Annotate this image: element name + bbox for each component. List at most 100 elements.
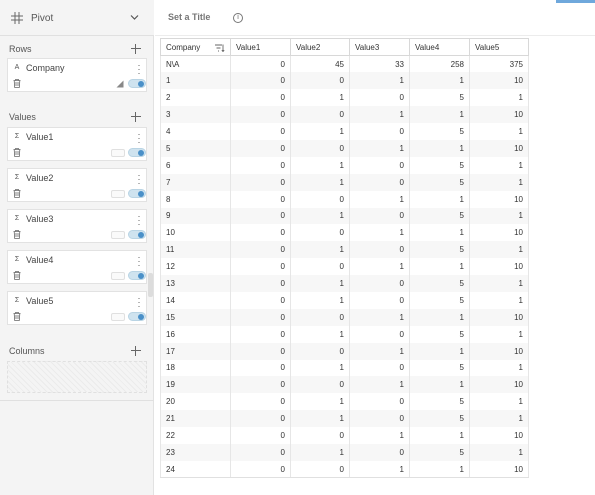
value-cell[interactable]: 0 (349, 207, 410, 225)
panel-resize-handle[interactable] (148, 273, 153, 297)
value-cell[interactable]: 1 (469, 123, 529, 140)
value-cell[interactable]: 0 (230, 393, 291, 411)
value-cell[interactable]: 1 (349, 139, 410, 157)
value-cell[interactable]: 0 (230, 376, 291, 394)
value-cell[interactable]: 5 (409, 325, 470, 343)
value-cell[interactable]: 0 (290, 106, 350, 124)
value-cell[interactable]: 10 (469, 139, 529, 157)
value-cell[interactable]: 0 (290, 139, 350, 157)
value-cell[interactable]: 1 (469, 89, 529, 107)
row-label-cell[interactable]: 13 (160, 275, 231, 292)
value-cell[interactable]: 1 (290, 359, 350, 377)
toggle-switch[interactable] (128, 79, 146, 88)
value-cell[interactable]: 1 (469, 207, 529, 225)
add-row-icon[interactable] (131, 44, 141, 54)
row-label-cell[interactable]: 11 (160, 241, 231, 259)
value-cell[interactable]: 1 (290, 89, 350, 107)
row-label-cell[interactable]: 2 (160, 89, 231, 107)
value-cell[interactable]: 0 (230, 241, 291, 259)
value-cell[interactable]: 0 (290, 460, 350, 479)
row-field-company[interactable]: A Company · · · (7, 58, 147, 92)
value-cell[interactable]: 0 (230, 173, 291, 191)
value-cell[interactable]: 5 (409, 393, 470, 411)
value-cell[interactable]: 10 (469, 106, 529, 124)
row-label-cell[interactable]: 12 (160, 258, 231, 276)
value-cell[interactable]: 1 (349, 376, 410, 394)
value-cell[interactable]: 1 (409, 190, 470, 208)
more-icon[interactable]: · · · (137, 211, 141, 229)
row-label-cell[interactable]: 22 (160, 427, 231, 444)
value-cell[interactable]: 0 (230, 427, 291, 444)
value-cell[interactable]: 0 (230, 291, 291, 309)
row-label-cell[interactable]: 4 (160, 123, 231, 140)
value-cell[interactable]: 1 (469, 410, 529, 428)
format-box[interactable] (111, 149, 125, 157)
row-label-cell[interactable]: 18 (160, 359, 231, 377)
value-cell[interactable]: 1 (409, 72, 470, 90)
value-cell[interactable]: 1 (290, 410, 350, 428)
value-cell[interactable]: 1 (349, 258, 410, 276)
toggle-switch[interactable] (128, 148, 146, 157)
row-label-cell[interactable]: 6 (160, 156, 231, 174)
value-cell[interactable]: 1 (290, 325, 350, 343)
row-label-cell[interactable]: 14 (160, 291, 231, 309)
column-header[interactable]: Value1 (230, 38, 291, 56)
value-cell[interactable]: 10 (469, 342, 529, 360)
value-cell[interactable]: 1 (349, 106, 410, 124)
value-cell[interactable]: 0 (230, 325, 291, 343)
columns-drop-zone[interactable] (7, 361, 147, 393)
value-field-value1[interactable]: Σ Value1 · · · (7, 127, 147, 161)
format-box[interactable] (111, 190, 125, 198)
row-label-cell[interactable]: 8 (160, 190, 231, 208)
value-field-value2[interactable]: Σ Value2 · · · (7, 168, 147, 202)
value-cell[interactable]: 0 (349, 123, 410, 140)
row-label-cell[interactable]: 1 (160, 72, 231, 90)
value-cell[interactable]: 1 (349, 342, 410, 360)
value-cell[interactable]: 5 (409, 291, 470, 309)
value-field-value3[interactable]: Σ Value3 · · · (7, 209, 147, 243)
value-cell[interactable]: 0 (230, 55, 291, 73)
more-icon[interactable]: · · · (137, 252, 141, 270)
value-cell[interactable]: 1 (290, 275, 350, 292)
value-cell[interactable]: 1 (349, 72, 410, 90)
value-cell[interactable]: 1 (290, 207, 350, 225)
row-label-cell[interactable]: N\A (160, 55, 231, 73)
value-cell[interactable]: 0 (290, 258, 350, 276)
value-cell[interactable]: 0 (290, 308, 350, 326)
trash-icon[interactable] (13, 79, 21, 88)
value-cell[interactable]: 1 (290, 173, 350, 191)
row-label-cell[interactable]: 23 (160, 443, 231, 461)
value-cell[interactable]: 0 (230, 342, 291, 360)
value-cell[interactable]: 1 (349, 224, 410, 242)
value-cell[interactable]: 0 (230, 207, 291, 225)
row-label-cell[interactable]: 19 (160, 376, 231, 394)
value-cell[interactable]: 0 (290, 190, 350, 208)
value-cell[interactable]: 1 (409, 342, 470, 360)
value-cell[interactable]: 0 (230, 258, 291, 276)
value-cell[interactable]: 0 (230, 308, 291, 326)
value-cell[interactable]: 0 (349, 443, 410, 461)
value-cell[interactable]: 0 (349, 359, 410, 377)
value-cell[interactable]: 0 (230, 275, 291, 292)
value-cell[interactable]: 375 (469, 55, 529, 73)
column-header[interactable]: Company (160, 38, 231, 56)
value-cell[interactable]: 0 (290, 427, 350, 444)
value-cell[interactable]: 1 (469, 156, 529, 174)
value-cell[interactable]: 1 (290, 156, 350, 174)
toggle-switch[interactable] (128, 312, 146, 321)
value-cell[interactable]: 0 (349, 410, 410, 428)
value-cell[interactable]: 10 (469, 224, 529, 242)
row-label-cell[interactable]: 16 (160, 325, 231, 343)
trash-icon[interactable] (13, 271, 21, 280)
row-label-cell[interactable]: 3 (160, 106, 231, 124)
value-cell[interactable]: 5 (409, 410, 470, 428)
value-cell[interactable]: 1 (409, 224, 470, 242)
value-cell[interactable]: 0 (230, 139, 291, 157)
value-cell[interactable]: 5 (409, 123, 470, 140)
value-cell[interactable]: 0 (290, 72, 350, 90)
value-cell[interactable]: 10 (469, 460, 529, 479)
value-cell[interactable]: 0 (290, 342, 350, 360)
value-field-value4[interactable]: Σ Value4 · · · (7, 250, 147, 284)
value-cell[interactable]: 10 (469, 72, 529, 90)
format-box[interactable] (111, 272, 125, 280)
